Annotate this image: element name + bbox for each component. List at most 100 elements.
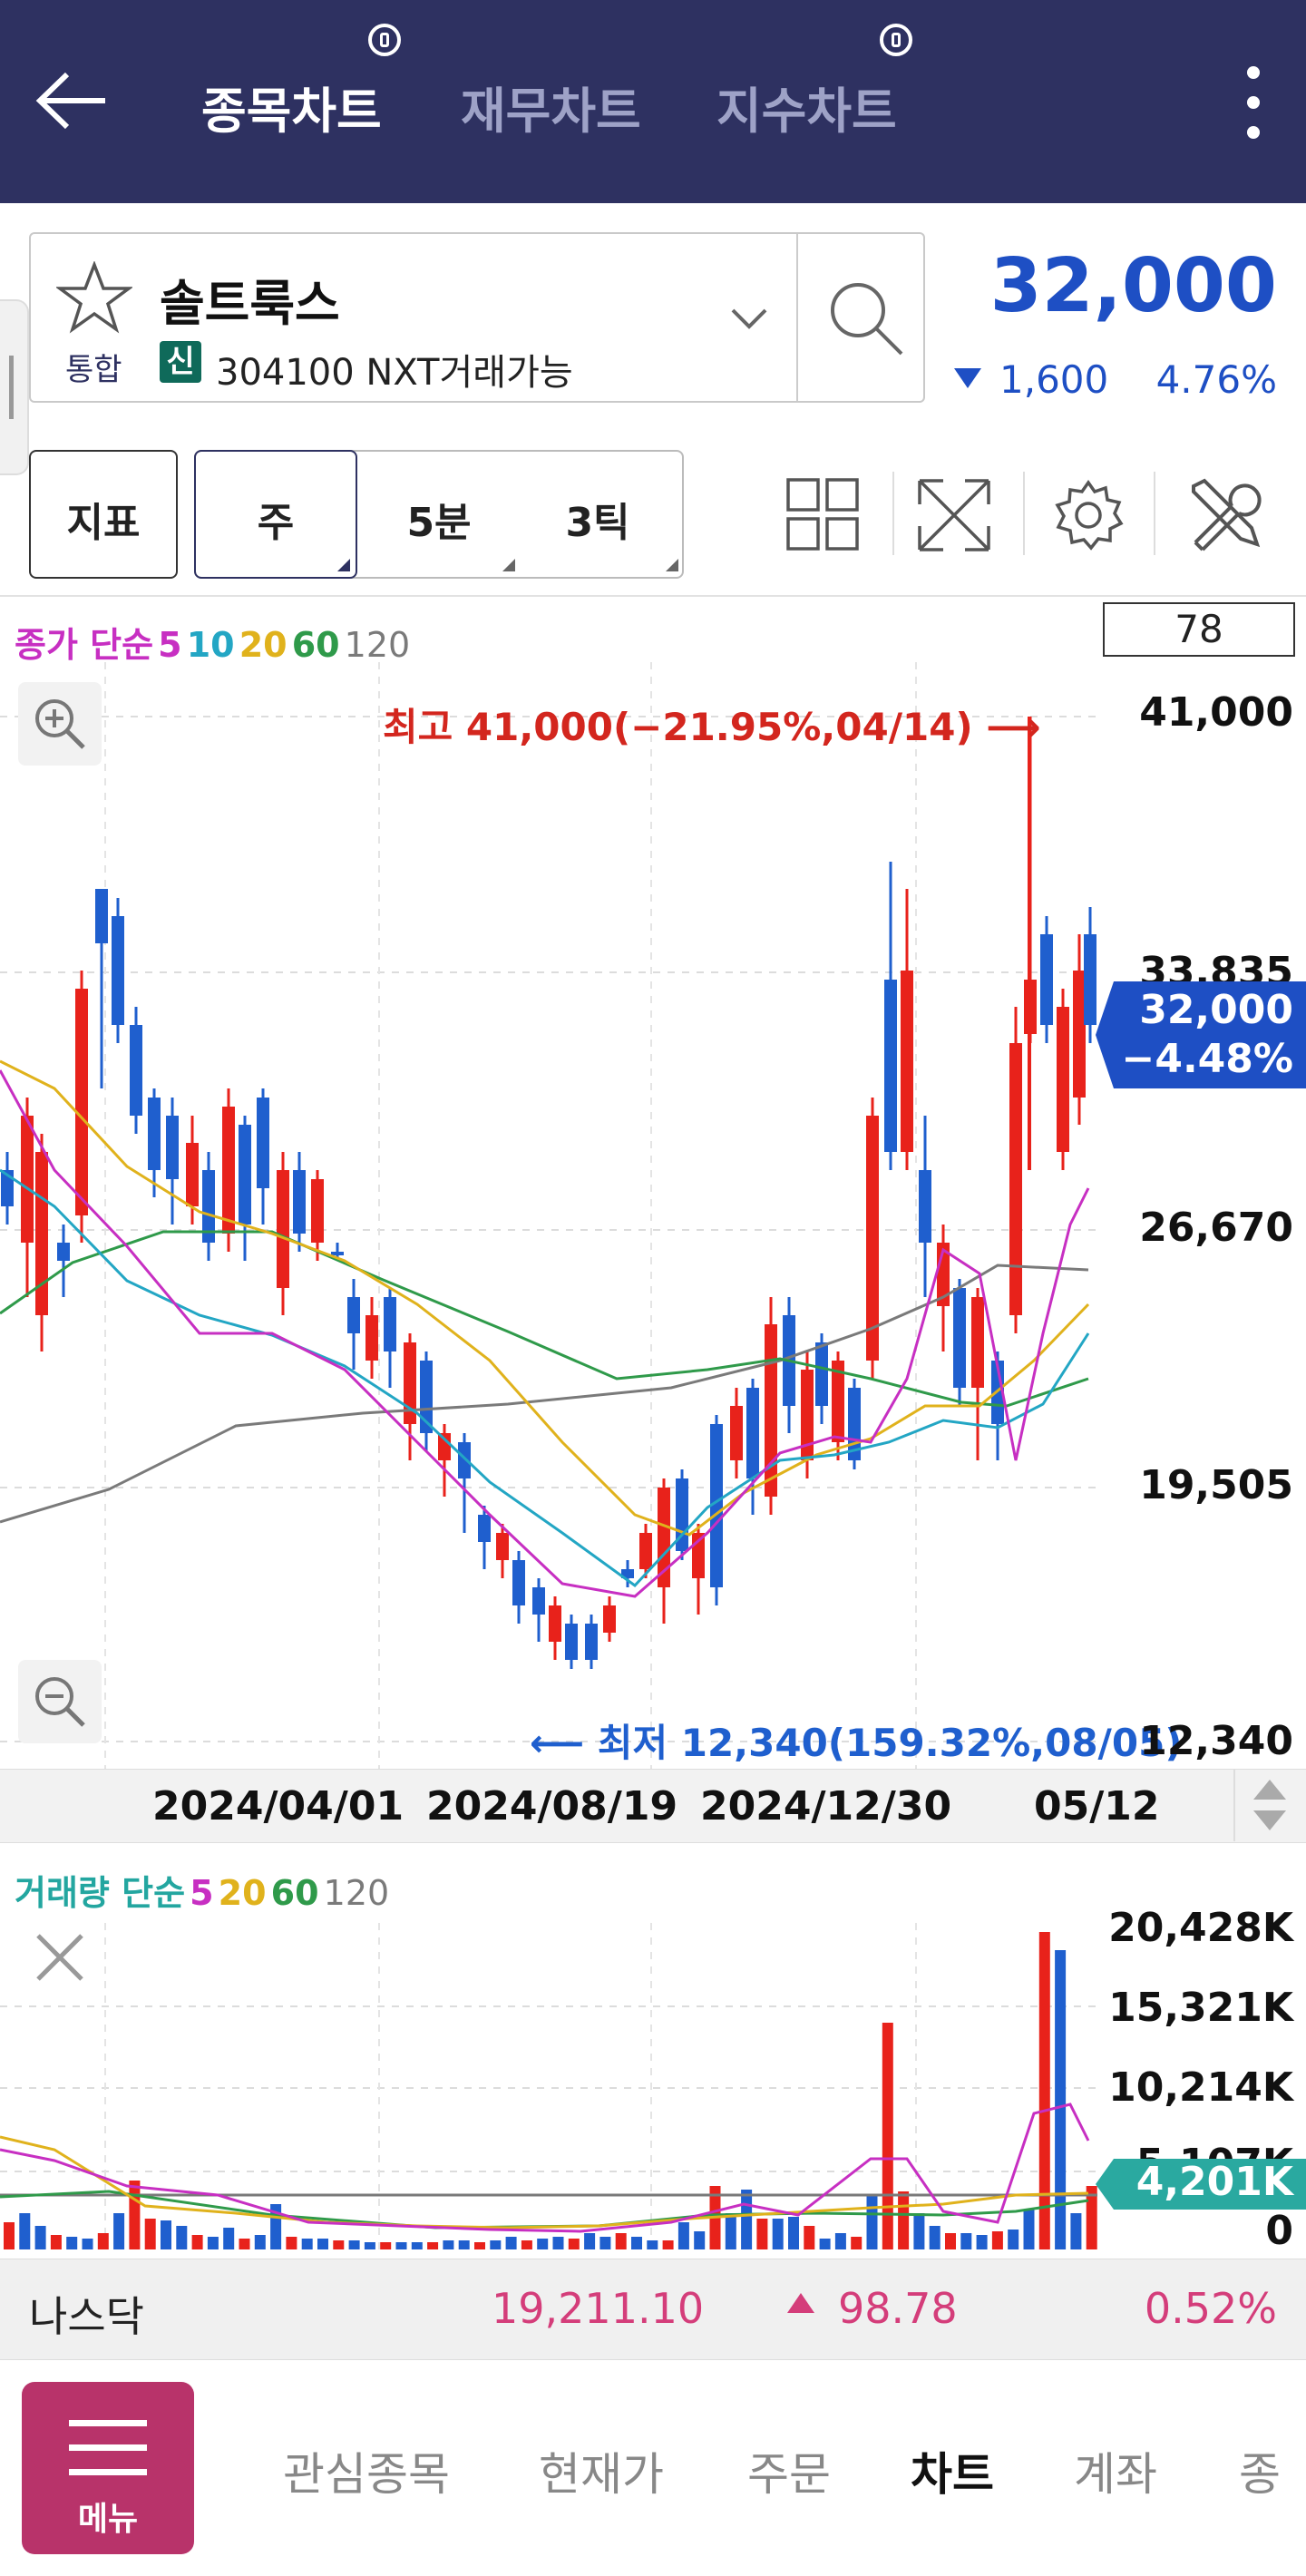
- grid-layout-icon[interactable]: [785, 477, 860, 551]
- back-arrow-icon[interactable]: [31, 69, 112, 132]
- volume-bar: [254, 2235, 266, 2249]
- volume-bar: [317, 2239, 328, 2249]
- y-tick-12340: 12,340: [1139, 1718, 1293, 1764]
- volume-bar: [756, 2219, 768, 2249]
- candle-body: [21, 1116, 34, 1243]
- zoom-out-button[interactable]: [18, 1660, 102, 1743]
- volume-bar: [333, 2240, 345, 2249]
- candle-body: [130, 1025, 142, 1116]
- volume-bar: [474, 2242, 485, 2249]
- candle-body: [35, 1152, 48, 1315]
- volume-bar: [834, 2233, 846, 2249]
- volume-bar-chart[interactable]: [0, 1923, 1306, 2249]
- candle-body: [202, 1170, 215, 1243]
- volume-bar: [144, 2219, 156, 2249]
- volume-bar: [788, 2217, 799, 2249]
- volume-bar: [286, 2237, 297, 2249]
- nav-chart[interactable]: 차트: [911, 2448, 994, 2501]
- volume-bar: [427, 2242, 439, 2249]
- side-drawer-handle[interactable]: [0, 299, 29, 475]
- indicator-button[interactable]: 지표: [29, 450, 178, 579]
- close-icon[interactable]: [33, 1930, 87, 1985]
- volume-bar: [505, 2237, 517, 2249]
- nav-order[interactable]: 주문: [747, 2448, 831, 2501]
- volume-bar: [882, 2023, 893, 2249]
- candle-body: [1040, 934, 1053, 1025]
- search-icon[interactable]: [822, 274, 909, 361]
- candle-body: [1057, 1007, 1069, 1152]
- volume-bar: [364, 2242, 375, 2249]
- tab-stock-chart[interactable]: 종목차트: [201, 83, 382, 140]
- volume-bar: [929, 2226, 941, 2249]
- tab-financial-chart[interactable]: 재무차트: [461, 83, 641, 140]
- candle-body: [746, 1388, 759, 1478]
- volume-bar: [866, 2195, 878, 2249]
- period-tick-button[interactable]: 3틱: [521, 452, 684, 577]
- volume-bar: [1070, 2213, 1082, 2249]
- volume-bar: [615, 2233, 627, 2249]
- candle-body: [532, 1587, 545, 1615]
- candle-body: [639, 1533, 652, 1569]
- volume-bar: [1008, 2230, 1019, 2249]
- down-triangle-icon: [954, 368, 981, 388]
- candle-body: [971, 1297, 984, 1388]
- period-5min-button[interactable]: 5분: [357, 452, 521, 577]
- candle-body: [478, 1515, 491, 1542]
- tools-icon[interactable]: [1184, 475, 1262, 553]
- volume-bar: [239, 2239, 250, 2249]
- candle-body: [186, 1143, 199, 1206]
- price-candlestick-chart[interactable]: [0, 662, 1306, 1769]
- price-change: 1,600: [999, 357, 1109, 402]
- candle-body: [953, 1288, 966, 1388]
- zoom-in-icon: [35, 699, 85, 749]
- candle-body: [95, 889, 108, 943]
- nav-watchlist[interactable]: 관심종목: [283, 2448, 450, 2501]
- legend-ma60: 60: [291, 625, 340, 665]
- candle-body: [347, 1297, 360, 1333]
- volume-bar: [991, 2231, 1003, 2249]
- candle-body: [420, 1361, 433, 1433]
- menu-button[interactable]: 메뉴: [22, 2382, 194, 2554]
- candle-body: [293, 1170, 306, 1234]
- gear-settings-icon[interactable]: [1050, 477, 1126, 553]
- volume-bar: [161, 2220, 171, 2249]
- vol-legend-ma120: 120: [323, 1873, 390, 1913]
- volume-bar: [804, 2226, 815, 2249]
- fullscreen-expand-icon[interactable]: [916, 477, 992, 553]
- hamburger-menu-icon: [69, 2420, 147, 2475]
- tab-index-chart[interactable]: 지수차트: [716, 83, 897, 140]
- volume-bar: [380, 2242, 392, 2249]
- current-volume-value: 4,201K: [1135, 2159, 1293, 2205]
- x-tick-3: 2024/12/30: [700, 1783, 952, 1830]
- volume-bar: [631, 2237, 642, 2249]
- candle-body: [277, 1170, 289, 1288]
- candle-body: [884, 980, 897, 1152]
- resize-arrows-icon[interactable]: [1250, 1778, 1290, 1832]
- period-week-button[interactable]: 주: [194, 450, 357, 579]
- volume-bar: [97, 2233, 109, 2249]
- price-ma-legend: 종가 단순 5 10 20 60 120: [15, 625, 411, 665]
- legend-ma10: 10: [186, 625, 235, 665]
- volume-bar: [741, 2190, 753, 2249]
- chevron-down-icon[interactable]: [729, 305, 769, 332]
- vol-legend-ma60: 60: [270, 1873, 319, 1913]
- volume-bar: [521, 2240, 532, 2249]
- nav-more-item[interactable]: 종: [1239, 2448, 1281, 2501]
- volume-bar: [677, 2222, 689, 2249]
- volume-bar: [395, 2242, 407, 2249]
- volume-bar: [66, 2237, 78, 2249]
- zoom-in-button[interactable]: [18, 682, 102, 766]
- vol-tick-5: 0: [1265, 2208, 1293, 2254]
- index-ticker-bar[interactable]: [0, 2259, 1306, 2360]
- volume-bar: [584, 2233, 596, 2249]
- stock-selector[interactable]: 솔트룩스 통합 신 304100 NXT거래가능: [29, 232, 925, 403]
- more-vertical-icon[interactable]: [1237, 62, 1270, 143]
- nav-account[interactable]: 계좌: [1074, 2448, 1157, 2501]
- star-favorite-icon[interactable]: [56, 261, 132, 334]
- stock-code-info: 304100 NXT거래가능: [216, 352, 573, 394]
- nav-current-price[interactable]: 현재가: [539, 2448, 664, 2501]
- candle-body: [621, 1569, 634, 1578]
- volume-bar: [82, 2239, 93, 2249]
- candle-count-box[interactable]: 78: [1103, 602, 1295, 657]
- candle-body: [257, 1098, 269, 1188]
